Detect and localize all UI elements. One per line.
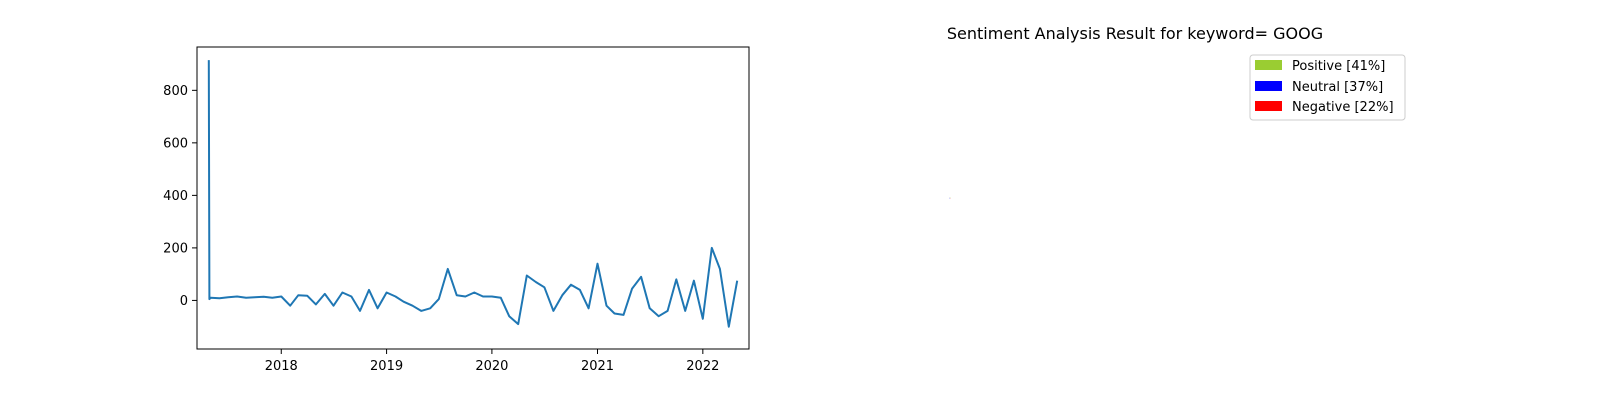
x-tick-label: 2021 <box>581 359 614 374</box>
y-axis-ticks: 0 200 400 600 800 <box>163 84 197 309</box>
pie-slice <box>950 198 951 199</box>
y-tick-label: 600 <box>163 136 188 151</box>
x-tick-label: 2022 <box>686 359 719 374</box>
series-line <box>207 60 739 328</box>
legend-label-positive: Positive [41%] <box>1292 59 1385 74</box>
legend-swatch-neutral <box>1255 81 1282 91</box>
legend-swatch-positive <box>1255 60 1282 70</box>
line-chart: 2018 2019 2020 2021 2022 0 200 400 600 800 <box>163 46 750 374</box>
x-tick-label: 2018 <box>265 359 298 374</box>
pie-chart: Sentiment Analysis Result for keyword= G… <box>947 24 1406 199</box>
legend: Positive [41%] Neutral [37%] Negative [2… <box>1249 54 1406 121</box>
pie-slice <box>949 197 951 199</box>
pie-slice <box>949 197 951 198</box>
y-tick-label: 800 <box>163 84 188 99</box>
pie-slices <box>949 197 951 199</box>
x-tick-label: 2020 <box>475 359 508 374</box>
y-tick-label: 400 <box>163 189 188 204</box>
pie-chart-title: Sentiment Analysis Result for keyword= G… <box>947 24 1323 43</box>
plot-area-frame <box>196 46 750 350</box>
y-tick-label: 0 <box>180 294 188 309</box>
legend-box <box>1249 54 1406 121</box>
legend-swatch-negative <box>1255 101 1282 111</box>
x-axis-ticks: 2018 2019 2020 2021 2022 <box>265 349 719 374</box>
legend-label-negative: Negative [22%] <box>1292 100 1394 115</box>
legend-label-neutral: Neutral [37%] <box>1292 80 1383 95</box>
x-tick-label: 2019 <box>370 359 403 374</box>
y-tick-label: 200 <box>163 241 188 256</box>
